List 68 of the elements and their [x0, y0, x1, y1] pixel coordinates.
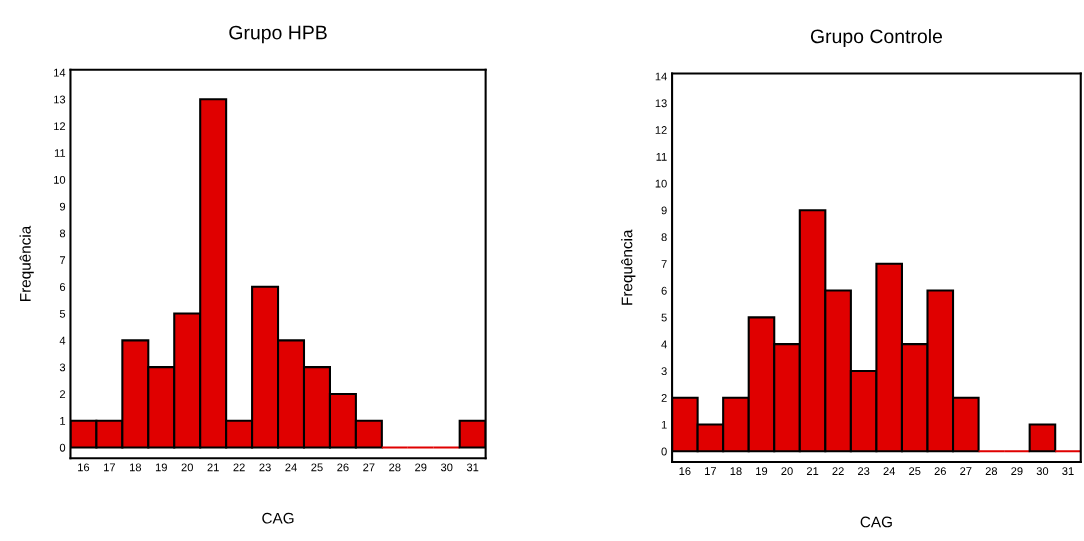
x-tick-label: 16 — [78, 463, 90, 472]
y-tick-label: 0 — [59, 443, 66, 452]
y-tick-label: 12 — [54, 122, 66, 131]
y-tick-label: 1 — [60, 417, 66, 425]
x-tick-label: 18 — [730, 467, 742, 476]
x-tick-label: 21 — [207, 463, 219, 472]
x-tick-label: 25 — [909, 467, 921, 476]
y-tick-label: 11 — [656, 153, 667, 161]
y-tick-label: 0 — [661, 447, 667, 456]
x-tick-label: 30 — [1036, 467, 1049, 476]
y-tick-label: 7 — [59, 256, 66, 265]
y-tick-label: 6 — [59, 283, 66, 291]
y-tick-label: 7 — [661, 260, 667, 268]
y-tick-label: 10 — [655, 179, 667, 188]
y-tick-label: 5 — [59, 309, 66, 318]
y-tick-label: 8 — [59, 229, 66, 238]
x-tick-label: 29 — [415, 463, 427, 472]
x-tick-label: 21 — [806, 467, 819, 475]
chart-title: Grupo Controle — [810, 28, 943, 48]
x-tick-label: 27 — [960, 467, 972, 475]
y-tick-label: 3 — [661, 367, 667, 376]
y-axis-title: Frequência — [19, 225, 34, 301]
x-tick-label: 24 — [883, 467, 896, 475]
y-tick-label: 9 — [661, 206, 667, 215]
y-tick-label: 6 — [661, 286, 667, 295]
y-tick-label: 1 — [661, 420, 667, 429]
x-tick-label: 27 — [363, 463, 375, 472]
y-tick-label: 10 — [54, 175, 66, 184]
x-tick-label: 18 — [130, 463, 142, 472]
x-tick-label: 24 — [285, 463, 297, 472]
y-tick-label: 4 — [661, 340, 667, 349]
x-axis-title: CAG — [262, 512, 294, 524]
y-tick-label: 4 — [59, 336, 66, 345]
x-tick-label: 20 — [181, 463, 193, 472]
x-tick-label: 22 — [233, 463, 245, 472]
x-tick-label: 28 — [389, 463, 401, 472]
chart-title: Grupo HPB — [229, 25, 327, 44]
y-tick-label: 8 — [661, 233, 667, 242]
y-tick-label: 13 — [54, 95, 66, 104]
x-tick-label: 19 — [756, 467, 768, 476]
y-tick-label: 2 — [661, 393, 667, 402]
y-tick-label: 2 — [59, 390, 66, 398]
x-tick-label: 16 — [679, 467, 691, 476]
x-tick-label: 31 — [1062, 467, 1074, 476]
y-tick-label: 13 — [655, 99, 667, 108]
x-tick-label: 19 — [155, 463, 167, 472]
y-tick-label: 9 — [59, 202, 66, 211]
x-tick-label: 17 — [705, 467, 717, 475]
y-tick-label: 3 — [59, 363, 66, 372]
x-tick-label: 23 — [858, 467, 870, 476]
y-tick-label: 14 — [655, 72, 667, 81]
y-axis-title: Frequência — [621, 229, 636, 305]
x-tick-label: 31 — [466, 463, 479, 472]
y-tick-label: 5 — [661, 313, 667, 322]
x-tick-label: 23 — [259, 463, 271, 472]
x-tick-label: 28 — [985, 467, 998, 476]
x-tick-label: 25 — [311, 463, 323, 472]
x-tick-label: 30 — [440, 463, 453, 472]
x-tick-label: 29 — [1011, 467, 1023, 476]
x-axis-title: CAG — [860, 516, 892, 528]
y-tick-label: 14 — [54, 68, 66, 77]
x-tick-label: 22 — [832, 467, 844, 475]
y-tick-label: 11 — [54, 149, 66, 157]
x-tick-label: 26 — [337, 463, 349, 472]
x-tick-label: 20 — [781, 467, 793, 476]
x-tick-label: 17 — [104, 463, 115, 472]
x-tick-label: 26 — [934, 467, 946, 476]
y-tick-label: 12 — [655, 126, 667, 134]
